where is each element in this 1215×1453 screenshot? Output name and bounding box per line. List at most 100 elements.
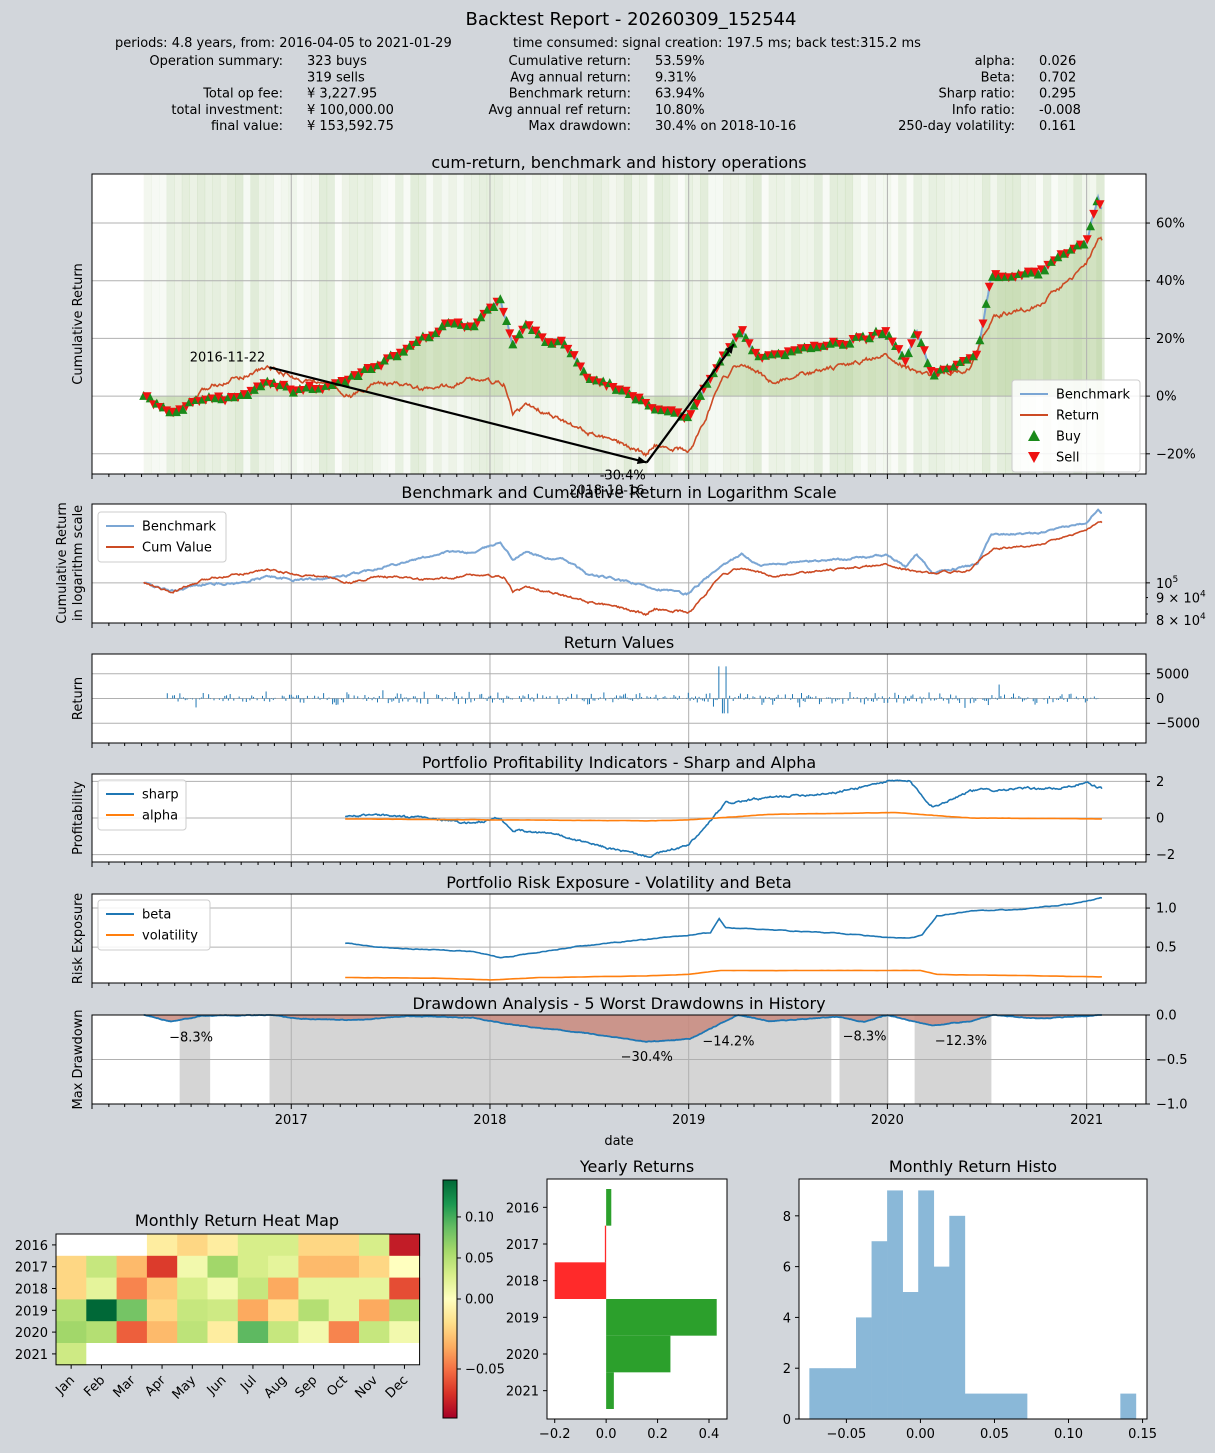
holding-band (410, 174, 419, 474)
sell-marker (544, 338, 554, 348)
heatmap-cell (86, 1255, 118, 1279)
tick-exponent: 4 (1200, 612, 1206, 622)
buy-marker (728, 338, 738, 348)
holding-band (951, 174, 960, 474)
holding-band (555, 174, 564, 474)
yearly-year-label: 2019 (506, 1311, 539, 1326)
sell-marker (214, 392, 224, 402)
summary-value: 323 buys (307, 54, 367, 69)
sharp-line (344, 779, 1103, 859)
holding-band (227, 174, 236, 474)
heatmap-month-label: Mar (111, 1373, 139, 1401)
holding-band (639, 174, 648, 474)
summary-value: ¥ 3,227.95 (307, 87, 377, 102)
buy-marker (327, 379, 337, 389)
buy-marker (145, 393, 155, 403)
buy-marker (301, 382, 311, 392)
heatmap-cell (328, 1321, 360, 1344)
holding-band (662, 174, 671, 474)
legend-label: Buy (1056, 430, 1081, 445)
holding-band (974, 174, 983, 474)
sell-marker (1082, 235, 1092, 245)
holding-band (395, 174, 404, 474)
heatmap-cell (298, 1321, 330, 1344)
drawdown-ylabel: Max Drawdown (71, 1009, 86, 1109)
heatmap-cell (207, 1299, 239, 1322)
x-tick-label: 2019 (672, 1113, 705, 1128)
sell-marker (628, 392, 638, 402)
arrow-head (725, 344, 734, 354)
histogram-bar (809, 1368, 826, 1419)
summary-label: final value: (211, 119, 283, 134)
histogram-y-label: 8 (783, 1210, 791, 1225)
holding-band (341, 174, 351, 474)
heatmap-cell (359, 1277, 390, 1300)
histogram-bar (1120, 1393, 1137, 1419)
holding-band (783, 174, 793, 474)
summary-value: 63.94% (655, 87, 705, 102)
heatmap-year-label: 2021 (15, 1348, 48, 1363)
heatmap-cell (177, 1299, 208, 1322)
holding-band (936, 174, 945, 474)
summary-value: 0.702 (1039, 70, 1076, 85)
legend-label: Return (1056, 409, 1099, 424)
sell-marker (809, 341, 819, 351)
heatmap-cell (116, 1234, 148, 1257)
holding-band (303, 174, 312, 474)
heatmap-cell (328, 1343, 360, 1366)
heatmap-year-label: 2016 (15, 1239, 48, 1254)
buy-marker (949, 361, 959, 371)
y-tick-label: 40% (1156, 274, 1185, 289)
drawdown-label: −14.2% (702, 1035, 754, 1050)
summary-block: Operation summary: 323 buys Cumulative ret… (149, 54, 1081, 134)
risk-exposure-title: Portfolio Risk Exposure - Volatility and… (446, 873, 791, 892)
holding-band (745, 174, 754, 474)
buy-marker (424, 332, 434, 342)
heatmap-cell (207, 1255, 239, 1279)
heatmap-year-label: 2020 (15, 1326, 48, 1341)
heatmap-cell (298, 1277, 330, 1300)
buy-marker (476, 312, 486, 322)
heatmap-cell (116, 1343, 148, 1366)
heatmap-cell (146, 1277, 178, 1300)
buy-marker (793, 344, 803, 354)
return-values-panel: 5000 0 −5000 Return Values Return (71, 633, 1200, 748)
summary-value: 0.161 (1039, 119, 1076, 134)
heatmap-cell (359, 1255, 390, 1279)
heatmap-cell (56, 1343, 87, 1366)
heatmap-cell (298, 1299, 330, 1322)
legend-box (97, 511, 227, 563)
holding-band (601, 174, 610, 474)
sell-marker (1095, 200, 1105, 210)
holding-band (944, 174, 953, 474)
sell-marker (162, 406, 172, 416)
heatmap-month-label: Dec (383, 1373, 411, 1401)
yearly-year-label: 2020 (506, 1348, 539, 1363)
heatmap-cell (389, 1343, 421, 1366)
holding-band (334, 174, 343, 474)
heatmap-month-label: May (170, 1373, 200, 1403)
histogram-y-label: 2 (783, 1362, 791, 1377)
tick-exponent: 4 (1200, 590, 1206, 600)
y-tick-label: −2 (1156, 848, 1175, 863)
holding-band (242, 174, 251, 474)
buy-marker (1085, 221, 1095, 231)
risk-exposure-panel: 1.0 0.5 Portfolio Risk Exposure - Volatili… (71, 873, 1177, 988)
heatmap-cell (86, 1299, 118, 1322)
heatmap-cell (298, 1343, 330, 1366)
buy-marker (962, 354, 972, 364)
legend-box (97, 779, 187, 831)
buy-marker (489, 302, 499, 312)
holding-band (174, 174, 183, 474)
holding-band (700, 174, 709, 474)
holding-band (532, 174, 541, 474)
drawdown-label: −8.3% (843, 1029, 887, 1044)
histogram-bar (933, 1266, 950, 1419)
holding-band (570, 174, 579, 474)
sell-marker (991, 270, 1001, 280)
y-tick-label: 0 (1156, 692, 1164, 707)
holding-band (379, 174, 389, 474)
heatmap-cell (207, 1321, 239, 1344)
histogram-bar (824, 1368, 841, 1419)
buy-marker (975, 335, 985, 345)
